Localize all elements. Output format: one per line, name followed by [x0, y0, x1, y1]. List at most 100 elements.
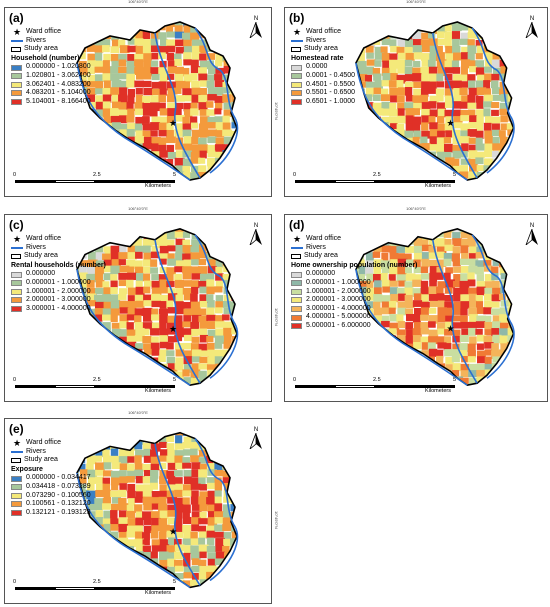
- map-parcel: [222, 517, 232, 527]
- map-parcel: [499, 307, 508, 315]
- map-parcel: [166, 39, 176, 48]
- map-parcel: [142, 123, 152, 131]
- map-parcel: [95, 532, 106, 540]
- map-parcel: [151, 300, 161, 308]
- map-parcel: [190, 59, 199, 67]
- map-parcel: [435, 88, 445, 96]
- map-parcel: [413, 238, 423, 247]
- map-parcel: [158, 102, 166, 109]
- legend-swatch: [291, 64, 302, 71]
- map-parcel: [238, 246, 245, 252]
- map-parcel: [87, 53, 96, 62]
- map-parcel: [381, 295, 391, 302]
- map-parcel: [215, 137, 225, 147]
- map-parcel: [191, 80, 200, 88]
- map-parcel: [166, 115, 176, 123]
- map-parcel: [183, 580, 192, 587]
- map-parcel: [222, 115, 230, 124]
- map-parcel: [436, 31, 445, 39]
- map-parcel: [445, 364, 456, 374]
- map-parcel: [151, 88, 162, 96]
- map-parcel: [469, 314, 479, 323]
- map-parcel: [102, 228, 112, 233]
- map-parcel: [135, 491, 145, 499]
- map-parcel: [94, 348, 104, 357]
- map-parcel: [475, 266, 484, 275]
- map-parcel: [126, 150, 136, 160]
- map-parcel: [357, 274, 366, 282]
- map-parcel: [191, 462, 201, 470]
- map-parcel: [467, 232, 476, 242]
- map-parcel: [207, 273, 215, 281]
- map-parcel: [230, 245, 237, 253]
- map-parcel: [94, 436, 102, 443]
- map-parcel: [231, 328, 237, 335]
- map-parcel: [421, 130, 431, 139]
- map-parcel: [224, 391, 231, 397]
- map-parcel: [459, 165, 469, 174]
- map-parcel: [222, 523, 233, 532]
- map-parcel: [151, 246, 159, 255]
- map-parcel: [77, 266, 80, 274]
- map-parcel: [389, 87, 399, 96]
- map-parcel: [516, 238, 523, 247]
- map-parcel: [142, 496, 153, 506]
- map-parcel: [214, 335, 225, 344]
- map-parcel: [182, 490, 192, 497]
- map-parcel: [174, 477, 183, 485]
- map-parcel: [190, 483, 201, 490]
- map-parcel: [143, 370, 152, 377]
- map-parcel: [214, 22, 223, 26]
- map-parcel: [142, 432, 152, 438]
- map-parcel: [231, 370, 237, 379]
- map-parcel: [215, 130, 225, 138]
- map-parcel: [167, 293, 178, 302]
- map-parcel: [110, 252, 120, 261]
- north-arrow-icon: N: [249, 427, 263, 451]
- map-parcel: [207, 300, 215, 309]
- map-parcel: [397, 307, 407, 316]
- map-parcel: [498, 45, 508, 53]
- map-parcel: [499, 22, 508, 24]
- map-parcel: [167, 504, 176, 513]
- map-parcel: [118, 53, 127, 63]
- map-parcel: [184, 185, 193, 194]
- map-parcel: [166, 267, 176, 275]
- map-parcel: [127, 539, 135, 548]
- map-parcel: [381, 38, 390, 46]
- map-parcel: [231, 594, 239, 601]
- north-arrow-icon: N: [525, 16, 539, 40]
- map-parcel: [483, 307, 492, 315]
- map-parcel: [461, 252, 469, 260]
- map-parcel: [476, 343, 484, 350]
- map-parcel: [475, 143, 485, 151]
- river-line: [194, 27, 239, 174]
- map-parcel: [420, 228, 430, 232]
- map-parcel: [435, 45, 443, 53]
- map-parcel: [397, 115, 406, 124]
- map-parcel: [215, 259, 223, 269]
- map-parcel: [118, 558, 129, 567]
- map-parcel: [111, 342, 121, 348]
- map-parcel: [95, 328, 106, 337]
- map-parcel: [436, 165, 447, 172]
- map-parcel: [507, 22, 514, 25]
- map-parcel: [207, 74, 215, 82]
- map-parcel: [500, 244, 509, 253]
- map-parcel: [126, 329, 136, 337]
- map-parcel: [127, 88, 136, 98]
- map-parcel: [238, 463, 247, 469]
- map-parcel: [436, 94, 444, 102]
- map-parcel: [516, 391, 525, 398]
- map-parcel: [390, 294, 399, 303]
- map-parcel: [110, 436, 120, 444]
- map-parcel: [490, 308, 500, 316]
- map-parcel: [78, 272, 88, 281]
- map-parcel: [207, 504, 216, 513]
- map-parcel: [491, 343, 499, 351]
- map-parcel: [421, 258, 429, 268]
- map-parcel: [86, 158, 95, 166]
- map-parcel: [150, 95, 159, 103]
- map-parcel: [166, 350, 175, 357]
- legend-ward-office-label: Ward office: [306, 28, 342, 35]
